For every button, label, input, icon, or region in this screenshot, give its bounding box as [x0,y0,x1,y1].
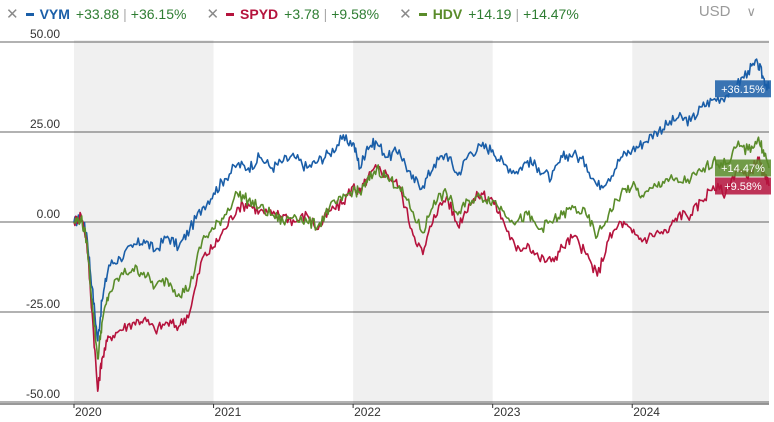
legend-delta-vym: +33.88 [75,6,120,22]
remove-hdv-icon[interactable]: ✕ [399,6,412,23]
y-tick-label: 0.00 [37,207,61,221]
legend-delta-hdv: +14.19 [468,6,512,22]
y-tick-label: 25.00 [30,117,60,131]
end-label-text: +9.58% [724,181,762,193]
x-tick-label: 2021 [215,405,242,419]
currency-label: USD [698,3,731,20]
legend-swatch-vym [25,12,34,16]
legend-ticker-hdv: HDV [432,6,463,22]
x-tick-label: 2024 [633,405,660,419]
legend-bar: ✕ VYM +33.88 | +36.15% ✕ SPYD +3.78 | +9… [0,0,774,28]
legend-item-hdv: ✕ HDV +14.19 | +14.47% [399,6,579,23]
remove-spyd-icon[interactable]: ✕ [206,6,220,23]
x-tick-label: 2023 [494,405,521,419]
end-label-spyd: +9.58% [715,177,771,195]
end-label-text: +14.47% [721,163,765,175]
series-line-spyd[interactable] [73,156,770,393]
end-labels: +36.15% +9.58% +14.47% [715,80,771,195]
grid-lines [0,41,769,405]
y-tick-label: -25.00 [26,297,60,311]
x-axis: 2020 2021 2022 2023 2024 [73,404,660,419]
end-label-vym: +36.15% [715,80,771,98]
legend-swatch-hdv [418,12,427,16]
series-line-vym[interactable] [73,58,770,342]
legend-pct-vym: +36.15% [130,6,187,22]
end-label-hdv: +14.47% [715,159,771,177]
chevron-down-icon: ∨ [746,3,756,19]
x-tick-label: 2022 [354,405,381,419]
legend-item-vym: ✕ VYM +33.88 | +36.15% [6,6,187,23]
legend-ticker-spyd: SPYD [240,6,279,22]
end-label-text: +36.15% [721,84,765,96]
end-label-box [715,177,771,195]
legend-item-spyd: ✕ SPYD +3.78 | +9.58% [206,6,380,23]
y-tick-label: 50.00 [30,27,60,41]
y-axis: 50.00 25.00 0.00 -25.00 -50.00 [26,27,60,401]
legend-pct-spyd: +9.58% [331,6,380,22]
currency-dropdown[interactable]: USD ∨ [699,3,756,20]
legend-pct-hdv: +14.47% [523,6,579,22]
series-lines [73,58,770,393]
end-label-box [715,80,771,98]
legend-delta-spyd: +3.78 [284,6,320,22]
end-label-box [715,159,771,177]
remove-vym-icon[interactable]: ✕ [6,6,19,23]
legend-ticker-vym: VYM [39,6,70,22]
x-tick-label: 2020 [75,405,102,419]
series-line-hdv[interactable] [73,136,770,360]
legend-swatch-spyd [226,12,235,16]
y-tick-label: -50.00 [26,387,60,401]
